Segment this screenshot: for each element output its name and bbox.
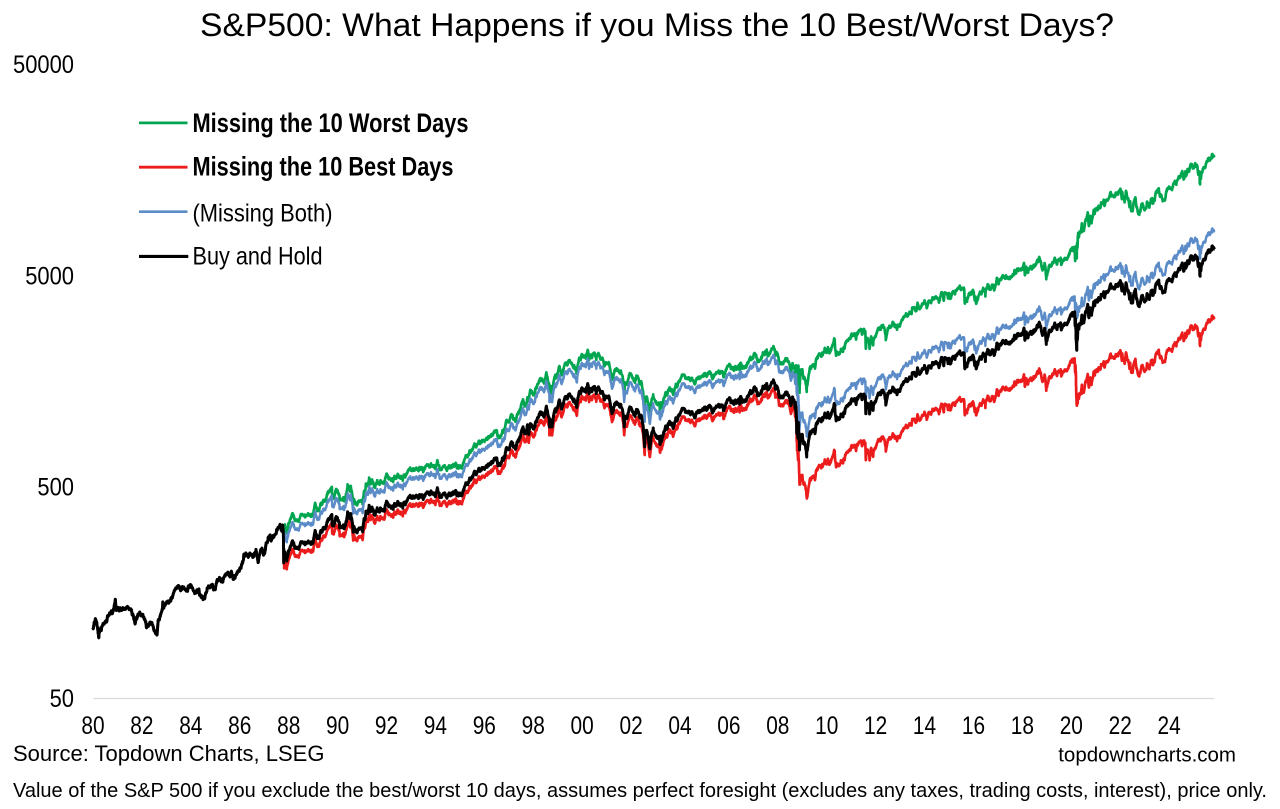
svg-text:94: 94 bbox=[424, 712, 447, 740]
svg-text:86: 86 bbox=[228, 712, 251, 740]
svg-text:24: 24 bbox=[1158, 712, 1181, 740]
svg-text:96: 96 bbox=[473, 712, 496, 740]
svg-text:04: 04 bbox=[668, 712, 691, 740]
svg-text:00: 00 bbox=[571, 712, 594, 740]
svg-text:Missing the 10 Best Days: Missing the 10 Best Days bbox=[193, 152, 454, 182]
svg-text:10: 10 bbox=[815, 712, 838, 740]
svg-text:88: 88 bbox=[277, 712, 300, 740]
svg-text:84: 84 bbox=[179, 712, 202, 740]
svg-text:Source: Topdown Charts, LSEG: Source: Topdown Charts, LSEG bbox=[13, 741, 324, 766]
svg-text:08: 08 bbox=[766, 712, 789, 740]
svg-text:500: 500 bbox=[37, 473, 74, 501]
svg-text:Buy and Hold: Buy and Hold bbox=[193, 242, 323, 270]
svg-text:06: 06 bbox=[717, 712, 740, 740]
svg-text:14: 14 bbox=[913, 712, 936, 740]
svg-text:92: 92 bbox=[375, 712, 398, 740]
svg-text:S&P500: What Happens if you Mi: S&P500: What Happens if you Miss the 10 … bbox=[200, 7, 1114, 43]
svg-text:22: 22 bbox=[1109, 712, 1132, 740]
svg-text:90: 90 bbox=[326, 712, 349, 740]
svg-text:98: 98 bbox=[522, 712, 545, 740]
svg-text:topdowncharts.com: topdowncharts.com bbox=[1058, 744, 1236, 767]
svg-text:50000: 50000 bbox=[13, 51, 74, 79]
svg-text:Missing the 10 Worst Days: Missing the 10 Worst Days bbox=[193, 108, 469, 138]
svg-text:16: 16 bbox=[962, 712, 985, 740]
svg-text:5000: 5000 bbox=[25, 262, 74, 290]
svg-text:18: 18 bbox=[1011, 712, 1034, 740]
svg-text:(Missing Both): (Missing Both) bbox=[193, 199, 333, 227]
svg-text:02: 02 bbox=[620, 712, 643, 740]
svg-text:12: 12 bbox=[864, 712, 887, 740]
svg-text:82: 82 bbox=[130, 712, 153, 740]
svg-text:20: 20 bbox=[1060, 712, 1083, 740]
svg-text:80: 80 bbox=[81, 712, 104, 740]
svg-text:50: 50 bbox=[50, 685, 74, 713]
svg-text:Value of the S&P 500 if you ex: Value of the S&P 500 if you exclude the … bbox=[13, 780, 1267, 802]
